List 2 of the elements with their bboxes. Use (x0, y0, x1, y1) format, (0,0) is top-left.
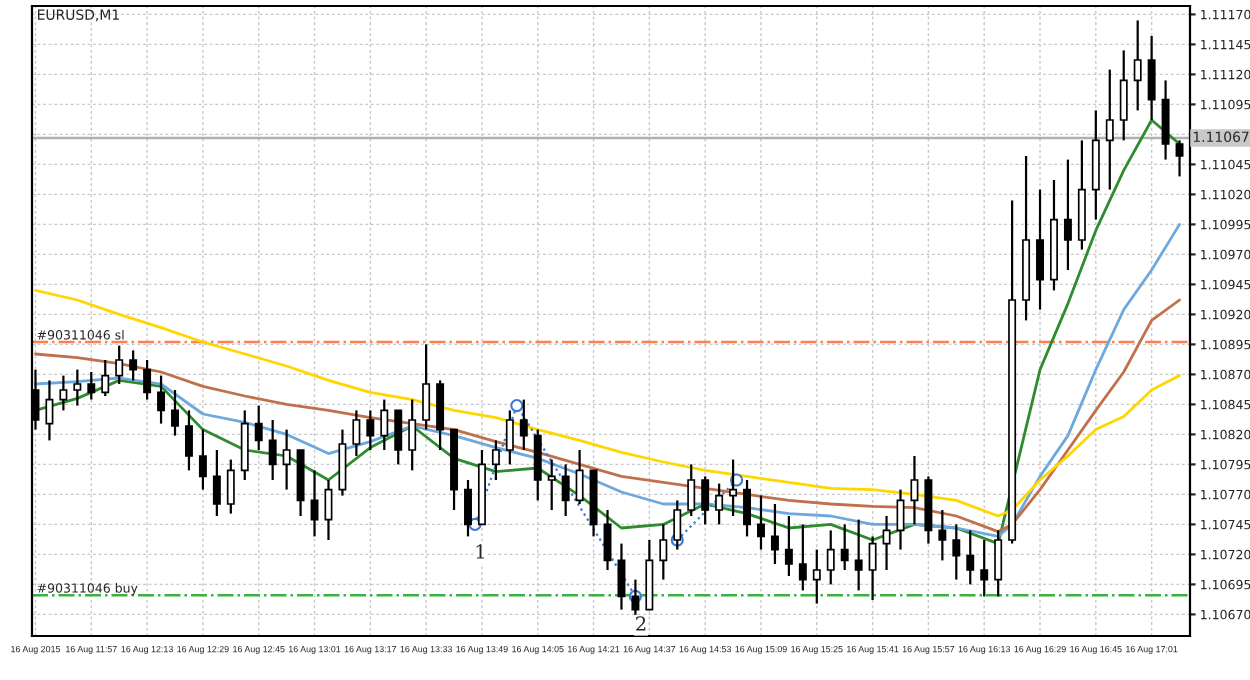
annotation: 1 (476, 544, 484, 559)
annotation: 2 (636, 616, 646, 631)
